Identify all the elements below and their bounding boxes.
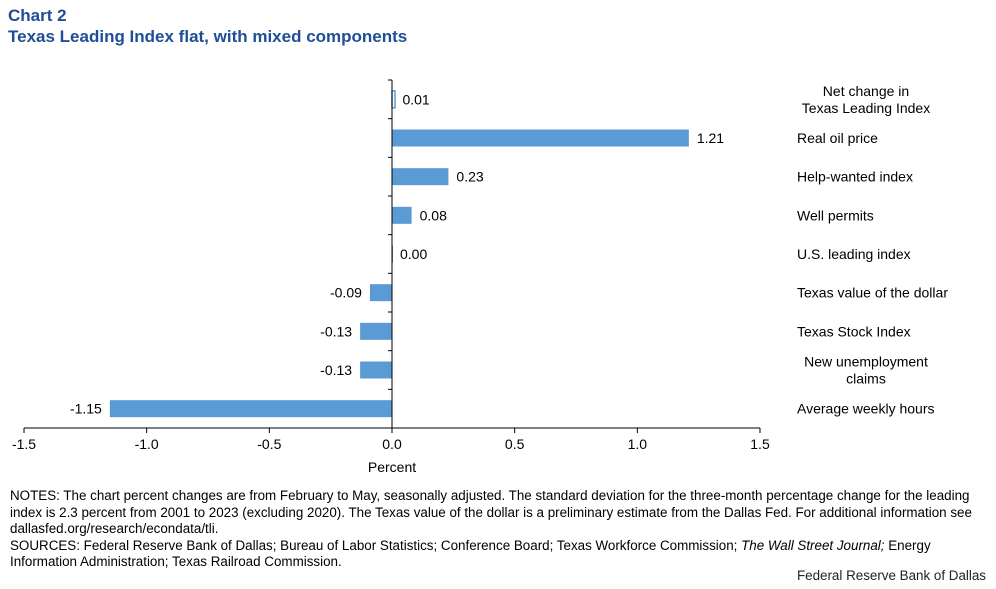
bar-1 <box>392 129 689 147</box>
data-label-5: -0.09 <box>330 285 362 301</box>
x-tick-label-6: 1.5 <box>750 436 770 452</box>
data-label-4: 0.00 <box>400 246 427 262</box>
notes-block: NOTES: The chart percent changes are fro… <box>10 488 985 571</box>
x-tick-label-3: 0.0 <box>382 436 402 452</box>
x-axis-title: Percent <box>368 459 416 475</box>
bar-5 <box>369 284 392 302</box>
credit-text: Federal Reserve Bank of Dallas <box>796 568 986 583</box>
x-tick-label-1: -1.0 <box>135 436 159 452</box>
category-label-5-0: Texas value of the dollar <box>797 285 948 301</box>
category-label-7-0: New unemployment <box>804 354 928 370</box>
data-label-1: 1.21 <box>697 130 724 146</box>
bar-8 <box>109 400 392 418</box>
sources-text: SOURCES: Federal Reserve Bank of Dallas;… <box>10 538 985 571</box>
x-tick-label-0: -1.5 <box>12 436 36 452</box>
category-label-0-0: Net change in <box>823 83 909 99</box>
data-label-3: 0.08 <box>420 207 447 223</box>
sources-italic: The Wall Street Journal; <box>741 537 885 553</box>
bar-6 <box>360 322 392 340</box>
category-label-7-1: claims <box>846 371 886 387</box>
bar-7 <box>360 361 392 379</box>
category-label-4-0: U.S. leading index <box>797 246 911 262</box>
category-label-1-0: Real oil price <box>797 130 878 146</box>
data-label-8: -1.15 <box>70 401 102 417</box>
data-label-6: -0.13 <box>320 323 352 339</box>
x-tick-label-2: -0.5 <box>257 436 281 452</box>
bar-2 <box>392 168 449 186</box>
category-label-3-0: Well permits <box>797 207 874 223</box>
bar-3 <box>392 206 412 224</box>
sources-prefix: SOURCES: Federal Reserve Bank of Dallas;… <box>10 537 742 553</box>
title-block: Chart 2 Texas Leading Index flat, with m… <box>8 6 407 47</box>
category-label-6-0: Texas Stock Index <box>797 323 911 339</box>
chart-title: Texas Leading Index flat, with mixed com… <box>8 27 408 46</box>
notes-text: NOTES: The chart percent changes are fro… <box>10 488 972 536</box>
data-label-7: -0.13 <box>320 362 352 378</box>
category-label-8-0: Average weekly hours <box>797 401 934 417</box>
data-label-2: 0.23 <box>456 169 483 185</box>
chart-number: Chart 2 <box>8 6 67 25</box>
x-tick-label-4: 0.5 <box>505 436 525 452</box>
x-tick-label-5: 1.0 <box>628 436 648 452</box>
data-label-0: 0.01 <box>402 91 429 107</box>
category-label-2-0: Help-wanted index <box>797 169 913 185</box>
category-label-0-1: Texas Leading Index <box>802 100 930 116</box>
sources-suffix: Energy Information Administration; Texas… <box>10 537 931 570</box>
